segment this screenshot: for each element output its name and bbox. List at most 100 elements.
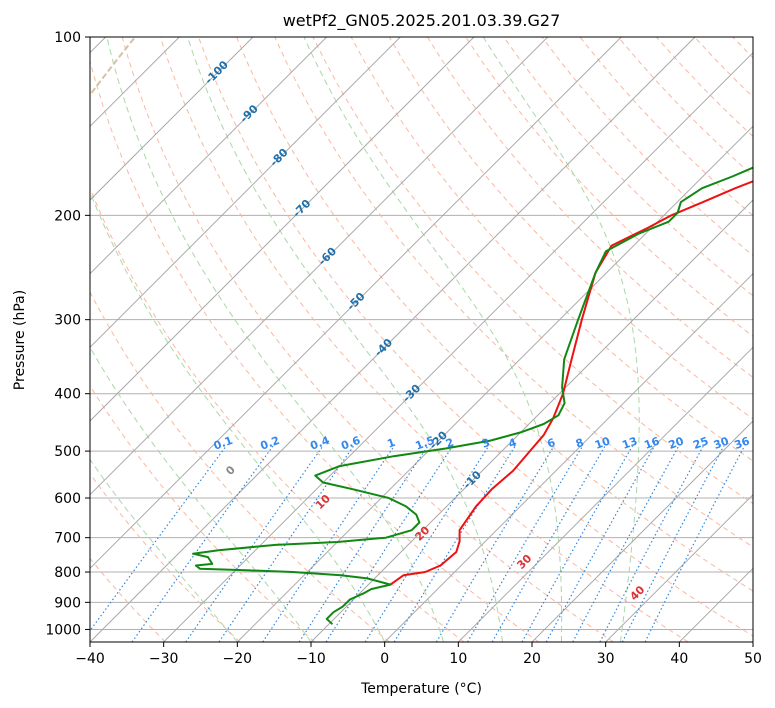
mixing-ratio-label: 0.2 — [259, 434, 282, 453]
dry-adiabat-label: 0 — [223, 463, 238, 478]
dry-adiabat-line — [426, 37, 753, 378]
y-tick-label: 400 — [54, 387, 81, 403]
isotherm-line — [90, 37, 475, 422]
sounding-lines — [192, 166, 753, 625]
mixing-ratio-line — [435, 445, 555, 642]
moist-adiabat-line — [90, 458, 238, 642]
y-tick-label: 500 — [54, 444, 81, 460]
mixing-ratio-line — [621, 445, 725, 642]
dry-adiabat-line — [121, 37, 614, 642]
isotherm-label: -50 — [344, 290, 367, 313]
dry-adiabat-line — [503, 37, 753, 297]
mixing-ratio-label: 4 — [507, 436, 519, 451]
dry-adiabat-line — [350, 37, 753, 462]
isotherm-line — [163, 51, 753, 642]
mixing-ratio-line — [572, 445, 680, 642]
y-tick-label: 1000 — [45, 622, 81, 638]
isotherm-line — [457, 346, 753, 642]
mixing-ratio-label: 20 — [667, 434, 686, 452]
temperature-line — [389, 180, 753, 586]
x-tick-label: −10 — [296, 651, 326, 667]
dry-adiabat-line — [90, 59, 540, 642]
mixing-ratio-label: 16 — [642, 434, 661, 452]
dewpoint-line — [192, 166, 753, 625]
mixing-ratio-line — [218, 445, 355, 642]
isotherm-line — [678, 567, 753, 642]
x-tick-label: 10 — [449, 651, 467, 667]
mixing-ratio-label: 0.6 — [339, 434, 362, 453]
dry-adiabat-label: 10 — [313, 492, 333, 512]
mixing-ratio-line — [466, 445, 584, 642]
moist-adiabat-line — [187, 37, 503, 642]
mixing-ratio-label: 6 — [545, 436, 557, 451]
isotherm-line — [90, 37, 401, 349]
isotherm-line — [90, 37, 549, 496]
dry-adiabat-line — [274, 37, 753, 548]
mixing-ratio-line — [185, 445, 324, 642]
mixing-ratio-line — [90, 445, 227, 632]
dry-adiabat-line — [732, 37, 753, 59]
mixing-ratio-line — [393, 445, 516, 642]
dry-adiabat-line — [465, 37, 753, 338]
x-tick-label: −20 — [223, 651, 253, 667]
dry-adiabat-line — [90, 472, 241, 642]
dry-adiabat-line — [694, 37, 753, 98]
x-tick-label: 50 — [744, 651, 762, 667]
mixing-ratio-label: 2 — [444, 436, 456, 451]
isotherm-line — [384, 272, 753, 642]
x-tick-label: 0 — [380, 651, 389, 667]
mixing-ratio-label: 25 — [691, 435, 710, 452]
mixing-ratio-line — [131, 445, 274, 642]
mixing-ratio-line — [262, 445, 395, 642]
mixing-ratio-label: 10 — [593, 434, 612, 452]
background-lines — [90, 37, 775, 642]
y-tick-label: 700 — [54, 531, 81, 547]
mixing-ratio-label: 1.5 — [414, 434, 437, 453]
chart-title: wetPf2_GN05.2025.201.03.39.G27 — [283, 11, 561, 31]
dry-adiabat-line — [771, 37, 775, 642]
isotherm-line — [531, 420, 753, 642]
x-tick-label: −40 — [75, 651, 105, 667]
y-tick-label: 600 — [54, 491, 81, 507]
plot-frame — [89, 36, 754, 643]
x-tick-label: 20 — [523, 651, 541, 667]
mixing-ratio-label: 8 — [574, 436, 586, 451]
y-tick-label: 200 — [54, 208, 81, 224]
mixing-ratio-line — [298, 445, 429, 642]
mixing-ratio-line — [521, 445, 634, 642]
dry-adiabat-line — [90, 186, 465, 642]
moist-adiabat-line — [482, 37, 640, 642]
dry-adiabat-line — [90, 384, 316, 642]
x-axis-label: Temperature (°C) — [360, 681, 482, 697]
mixing-ratio-label: 1 — [385, 436, 397, 451]
dry-adiabat-line — [90, 291, 390, 642]
moist-adiabat-line — [106, 37, 445, 642]
x-tick-label: 40 — [670, 651, 688, 667]
y-axis: 1000 900 800 700 600 500 400 300 200 100 — [45, 30, 90, 638]
y-tick-label: 300 — [54, 313, 81, 329]
isotherm-label: -60 — [316, 245, 339, 268]
y-tick-label: 800 — [54, 565, 81, 581]
mixing-ratio-label: 30 — [712, 434, 731, 452]
isotherm-line — [236, 125, 753, 642]
moist-adiabat-line — [90, 190, 386, 642]
mixing-ratio-label: 0.1 — [212, 434, 235, 453]
mixing-ratio-label: 13 — [620, 435, 639, 452]
y-tick-label: 900 — [54, 595, 81, 611]
mixing-ratio-label: 36 — [733, 434, 752, 452]
dry-adiabat-line — [312, 37, 753, 505]
mixing-ratio-line — [364, 445, 490, 642]
y-axis-label: Pressure (hPa) — [12, 290, 28, 390]
x-axis: −40 −30 −20 −10 0 10 20 30 40 50 — [75, 642, 762, 667]
x-tick-label: −30 — [149, 651, 179, 667]
mixing-ratio-line — [545, 445, 656, 642]
moist-adiabat-line — [303, 37, 563, 642]
dry-adiabat-label: 40 — [627, 583, 647, 603]
isotherm-line — [90, 37, 328, 275]
dry-adiabat-line — [236, 37, 753, 592]
dry-adiabat-line — [656, 37, 753, 138]
isotherm-line — [605, 493, 753, 642]
y-tick-label: 100 — [54, 30, 81, 46]
